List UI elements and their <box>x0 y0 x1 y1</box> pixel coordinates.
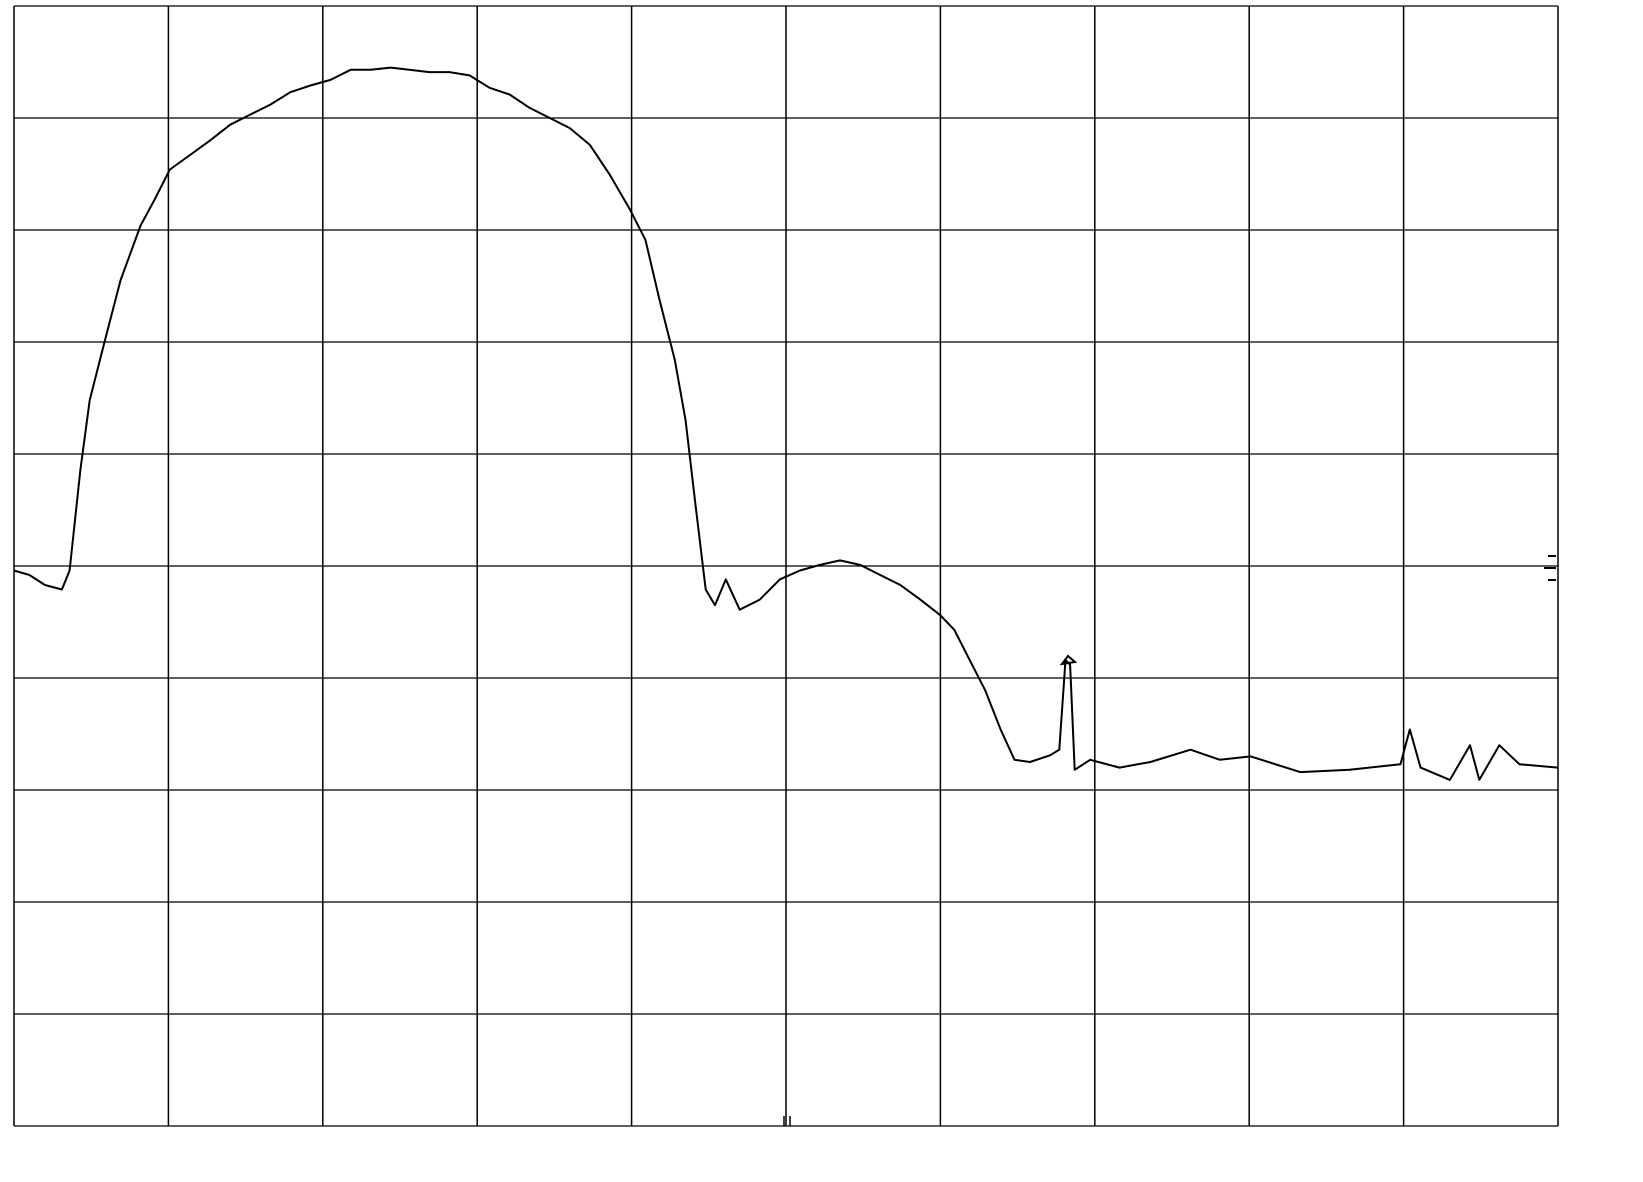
marker <box>1059 654 1078 666</box>
trace <box>13 66 1559 781</box>
